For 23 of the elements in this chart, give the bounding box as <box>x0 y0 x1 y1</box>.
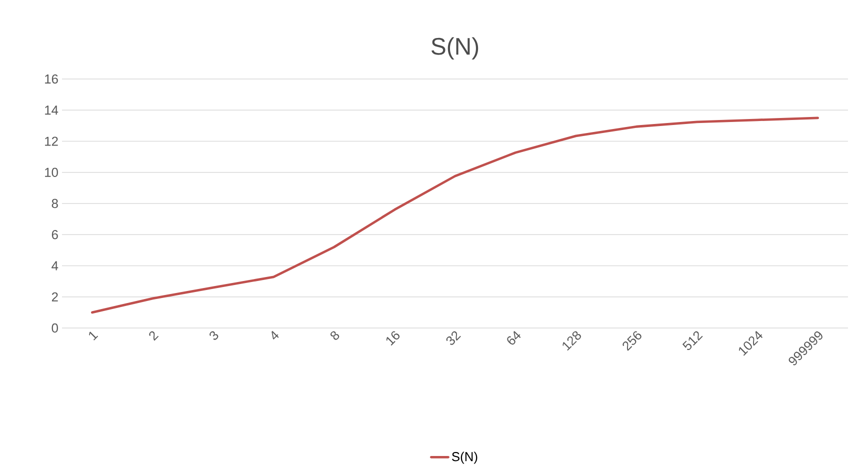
x-tick-label: 128 <box>562 331 581 351</box>
y-tick-label: 14 <box>45 106 58 115</box>
y-tick-label: 12 <box>45 136 58 146</box>
y-tick-label: 10 <box>45 168 58 177</box>
legend-label: S(N) <box>452 452 478 464</box>
x-tick-label: 3 <box>210 331 218 340</box>
y-tick-label: 0 <box>52 323 58 333</box>
y-tick-label: 4 <box>52 261 58 270</box>
line-series <box>91 116 819 314</box>
x-tick-label: 4 <box>272 330 279 340</box>
x-tick-label: 8 <box>330 331 340 340</box>
x-tick-label: 512 <box>682 331 703 350</box>
x-tick-label: 2 <box>149 331 159 341</box>
y-tick-label: 6 <box>52 230 58 240</box>
y-tick-label: 16 <box>45 74 58 84</box>
x-tick-label: 64 <box>507 330 521 345</box>
chart-title: S(N) <box>432 37 478 60</box>
x-tick-label: 16 <box>386 331 400 346</box>
y-tick-label: 2 <box>52 292 58 302</box>
x-tick-label: 256 <box>622 331 642 351</box>
y-tick-label: 8 <box>52 198 58 208</box>
x-tick-label: 32 <box>446 331 461 345</box>
x-tick-label: 1 <box>89 332 98 340</box>
